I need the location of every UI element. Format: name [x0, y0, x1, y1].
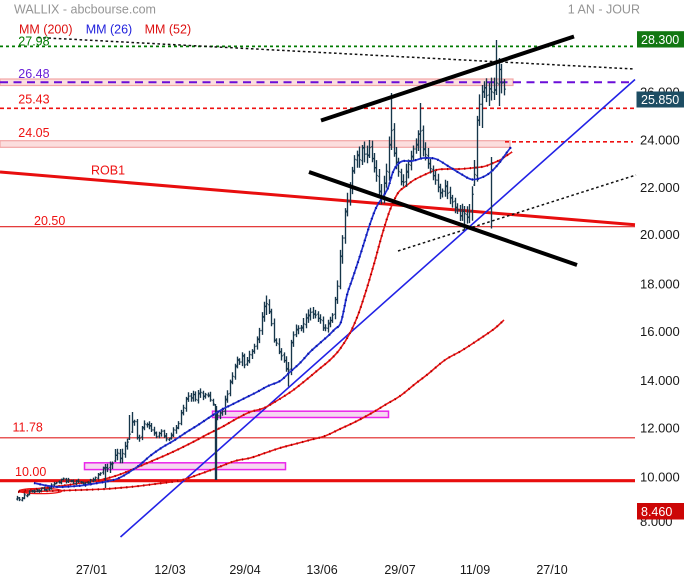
svg-text:18.000: 18.000 [640, 277, 680, 292]
svg-text:20.50: 20.50 [34, 214, 65, 228]
svg-text:22.000: 22.000 [640, 180, 680, 195]
svg-text:WALLIX - abcbourse.com: WALLIX - abcbourse.com [14, 3, 156, 17]
svg-text:16.000: 16.000 [640, 324, 680, 339]
svg-text:26.48: 26.48 [18, 67, 49, 81]
svg-text:13/06: 13/06 [306, 563, 337, 577]
svg-text:29/07: 29/07 [384, 563, 415, 577]
svg-text:12/03: 12/03 [154, 563, 185, 577]
svg-text:8.460: 8.460 [641, 505, 672, 519]
svg-text:27.98: 27.98 [18, 35, 49, 49]
svg-text:27/01: 27/01 [76, 563, 107, 577]
svg-text:24.05: 24.05 [18, 126, 49, 140]
svg-text:MM (200): MM (200) [19, 23, 72, 37]
svg-text:14.000: 14.000 [640, 373, 680, 388]
svg-text:25.43: 25.43 [18, 93, 49, 107]
svg-text:1 AN - JOUR: 1 AN - JOUR [568, 3, 640, 17]
svg-text:ROB1: ROB1 [91, 164, 125, 178]
svg-text:11/09: 11/09 [460, 563, 490, 577]
svg-text:25.850: 25.850 [641, 93, 679, 107]
svg-text:10.00: 10.00 [15, 465, 46, 479]
svg-text:MM (26): MM (26) [86, 23, 133, 37]
svg-text:28.300: 28.300 [641, 33, 679, 47]
svg-text:20.000: 20.000 [640, 227, 680, 242]
svg-text:24.000: 24.000 [640, 133, 680, 148]
svg-text:10.000: 10.000 [640, 469, 680, 484]
svg-text:27/10: 27/10 [536, 563, 567, 577]
svg-text:11.78: 11.78 [13, 421, 43, 435]
svg-text:MM (52): MM (52) [145, 23, 192, 37]
svg-text:29/04: 29/04 [229, 563, 260, 577]
svg-text:12.000: 12.000 [640, 421, 680, 436]
